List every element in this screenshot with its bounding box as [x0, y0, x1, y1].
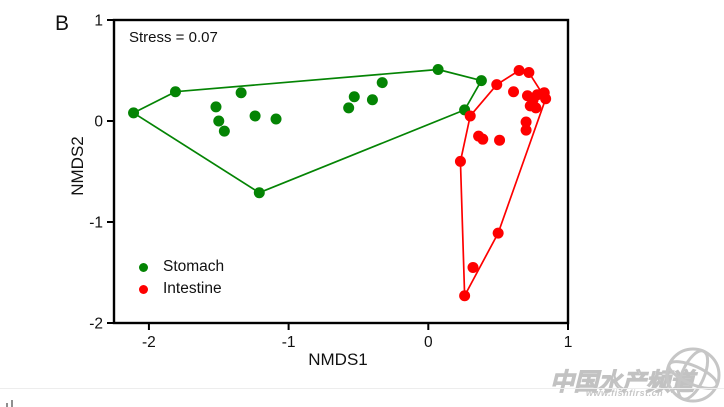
stomach-point — [270, 113, 282, 125]
stomach-point — [235, 87, 247, 99]
stomach-point — [432, 63, 444, 75]
stress-annotation: Stress = 0.07 — [129, 29, 218, 46]
intestine-point — [477, 133, 489, 145]
stomach-point — [253, 187, 265, 199]
y-axis-label: NMDS2 — [68, 136, 87, 196]
x-tick-label-3: 1 — [564, 334, 573, 351]
stomach-point — [249, 110, 261, 122]
intestine-point — [520, 124, 532, 136]
intestine-point — [508, 86, 520, 98]
legend-item-stomach: Stomach — [139, 256, 224, 278]
y-tick-label-0: 1 — [94, 13, 103, 30]
intestine-point — [520, 116, 532, 128]
globe-icon — [665, 347, 721, 403]
legend: Stomach Intestine — [139, 256, 224, 300]
plot-frame — [112, 18, 570, 325]
stomach-marker-icon — [139, 262, 148, 272]
intestine-point — [494, 134, 506, 146]
stomach-point — [218, 125, 230, 137]
y-tick-label-2: -1 — [89, 215, 103, 232]
intestine-point — [540, 93, 552, 105]
intestine-point — [523, 67, 535, 79]
intestine-point — [492, 227, 504, 239]
intestine-point — [513, 65, 525, 76]
x-tick-label-0: -2 — [142, 334, 156, 351]
intestine-point — [464, 110, 476, 122]
stomach-point — [128, 107, 140, 119]
intestine-marker-icon — [139, 284, 148, 294]
watermark-text: 中国水产频道 — [550, 369, 695, 397]
stomach-point — [366, 94, 378, 106]
stomach-point — [376, 77, 388, 89]
stomach-legend-label: Stomach — [163, 258, 225, 275]
stomach-point — [169, 86, 181, 98]
stomach-point — [213, 115, 225, 127]
stomach-point — [348, 91, 360, 103]
y-tick-label-3: -2 — [89, 316, 103, 333]
y-tick-label-1: 0 — [94, 114, 103, 131]
footer-divider — [0, 388, 724, 389]
corner-artifact-icon — [11, 400, 13, 407]
legend-item-intestine: Intestine — [139, 278, 224, 300]
watermark-url: www.fishfirst.cn — [586, 388, 664, 398]
x-axis-label: NMDS1 — [308, 350, 368, 369]
x-tick-label-1: -1 — [282, 334, 296, 351]
intestine-point — [467, 261, 479, 273]
stomach-hull — [132, 68, 483, 194]
stomach-point — [343, 102, 355, 114]
intestine-point — [454, 155, 466, 167]
stomach-point — [475, 75, 487, 87]
corner-artifact-icon — [6, 403, 8, 407]
intestine-point — [530, 102, 542, 114]
stomach-point — [210, 101, 222, 113]
intestine-legend-label: Intestine — [163, 280, 222, 297]
intestine-point — [459, 290, 471, 302]
intestine-point — [491, 79, 503, 91]
panel-label: B — [55, 12, 70, 35]
x-tick-label-2: 0 — [424, 334, 433, 351]
